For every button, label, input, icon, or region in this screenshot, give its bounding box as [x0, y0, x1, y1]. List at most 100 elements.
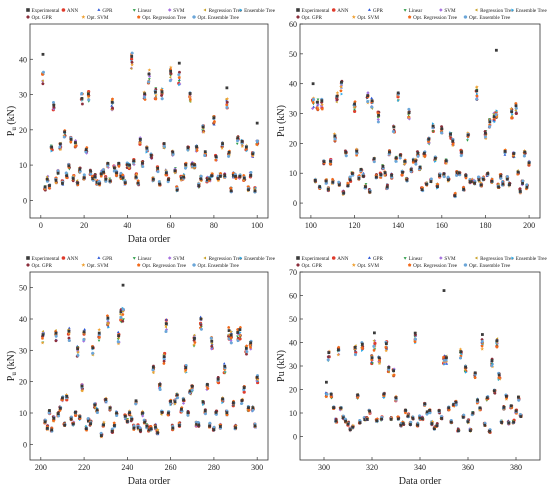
point-experimental [67, 329, 71, 333]
point-experimental [84, 148, 88, 151]
point-opt-svm [183, 164, 188, 168]
point-opt-ensemble-tree [348, 175, 352, 179]
point-experimental [497, 185, 500, 189]
point-experimental [65, 174, 69, 178]
point-experimental [206, 383, 209, 386]
point-opt-svm [106, 322, 110, 326]
point-opt-svm [311, 96, 316, 100]
x-tick-label: 220 [78, 463, 90, 472]
point-experimental [446, 178, 450, 182]
point-experimental [54, 178, 58, 182]
point-experimental [490, 359, 494, 362]
point-experimental [332, 406, 335, 409]
y-tick-label: 30 [19, 346, 27, 355]
point-opt-svm [430, 419, 435, 424]
point-experimental [344, 419, 347, 423]
legend-marker [203, 8, 207, 12]
point-regression-tree [387, 370, 390, 374]
point-opt-ensemble-tree [353, 353, 357, 357]
point-linear [235, 142, 239, 146]
point-opt-ensemble-tree [459, 154, 463, 158]
point-opt-ensemble-tree [196, 421, 200, 425]
legend-marker [26, 256, 30, 260]
y-tick-label: 20 [289, 386, 297, 395]
point-experimental [177, 61, 181, 65]
point-opt-regression-tree [136, 179, 140, 183]
point-experimental [52, 416, 56, 420]
point-opt-svm [127, 165, 131, 170]
point-experimental [485, 396, 489, 400]
y-tick-label: 40 [289, 80, 297, 89]
point-opt-gpr [150, 156, 154, 160]
point-opt-regression-tree [514, 101, 518, 105]
point-opt-gpr [67, 336, 71, 340]
legend-label: Opt. Ensemble Tree [469, 15, 511, 21]
point-opt-regression-tree [360, 346, 364, 350]
point-experimental [433, 156, 437, 160]
point-opt-svm [483, 136, 488, 141]
point-opt-svm [164, 324, 168, 328]
point-experimental [87, 92, 90, 96]
point-experimental [409, 168, 413, 172]
point-experimental [517, 395, 520, 399]
legend-label: GPR [373, 256, 384, 262]
legend-marker [407, 263, 412, 267]
point-opt-svm [134, 172, 139, 177]
point-ann [353, 109, 357, 113]
point-experimental [368, 190, 372, 194]
point-experimental [195, 145, 198, 149]
point-experimental [431, 124, 435, 128]
point-ensemble-tree [361, 349, 364, 352]
point-opt-gpr [93, 173, 97, 176]
point-experimental [197, 184, 201, 187]
point-experimental [136, 181, 140, 185]
point-opt-svm [181, 173, 186, 178]
point-opt-ensemble-tree [67, 339, 71, 342]
point-experimental [84, 427, 88, 431]
point-experimental [119, 310, 123, 314]
point-experimental [340, 80, 343, 84]
point-opt-ensemble-tree [157, 180, 161, 184]
legend-label: ANN [67, 256, 78, 262]
point-opt-ensemble-tree [454, 403, 458, 407]
point-opt-ensemble-tree [57, 414, 61, 418]
point-experimental [203, 409, 207, 413]
point-opt-ensemble-tree [333, 137, 337, 141]
point-experimental [358, 421, 362, 425]
point-opt-ensemble-tree [89, 172, 93, 176]
legend-marker [296, 263, 300, 267]
x-tick-label: 60 [167, 221, 175, 230]
point-opt-svm [140, 409, 145, 414]
point-opt-svm [164, 168, 168, 173]
point-experimental [421, 417, 424, 421]
point-linear [364, 183, 368, 186]
point-experimental [138, 428, 142, 432]
point-opt-regression-tree [69, 140, 73, 144]
point-opt-regression-tree [212, 119, 216, 123]
point-experimental [416, 151, 420, 155]
point-experimental [313, 178, 317, 182]
point-opt-svm [252, 187, 257, 191]
point-opt-regression-tree [154, 97, 158, 101]
point-experimental [353, 102, 356, 106]
legend-marker [203, 256, 207, 260]
point-opt-svm [354, 147, 359, 151]
point-linear [147, 78, 151, 81]
point-svm [80, 382, 84, 387]
point-svm [376, 117, 380, 122]
point-opt-ensemble-tree [64, 171, 68, 175]
point-regression-tree [492, 112, 495, 116]
point-opt-regression-tree [510, 116, 514, 120]
legend-marker [296, 15, 300, 19]
legend-marker [192, 263, 196, 267]
point-experimental [219, 425, 222, 428]
point-experimental [423, 402, 427, 406]
legend-label: Ensemble Tree [516, 8, 548, 14]
point-opt-svm [201, 130, 206, 134]
point-experimental [56, 412, 60, 416]
legend-label: Experimental [32, 256, 61, 262]
point-opt-ensemble-tree [227, 154, 231, 158]
legend-label: Opt. GPR [32, 15, 53, 21]
legend-marker [239, 8, 243, 12]
point-opt-gpr [225, 100, 229, 104]
